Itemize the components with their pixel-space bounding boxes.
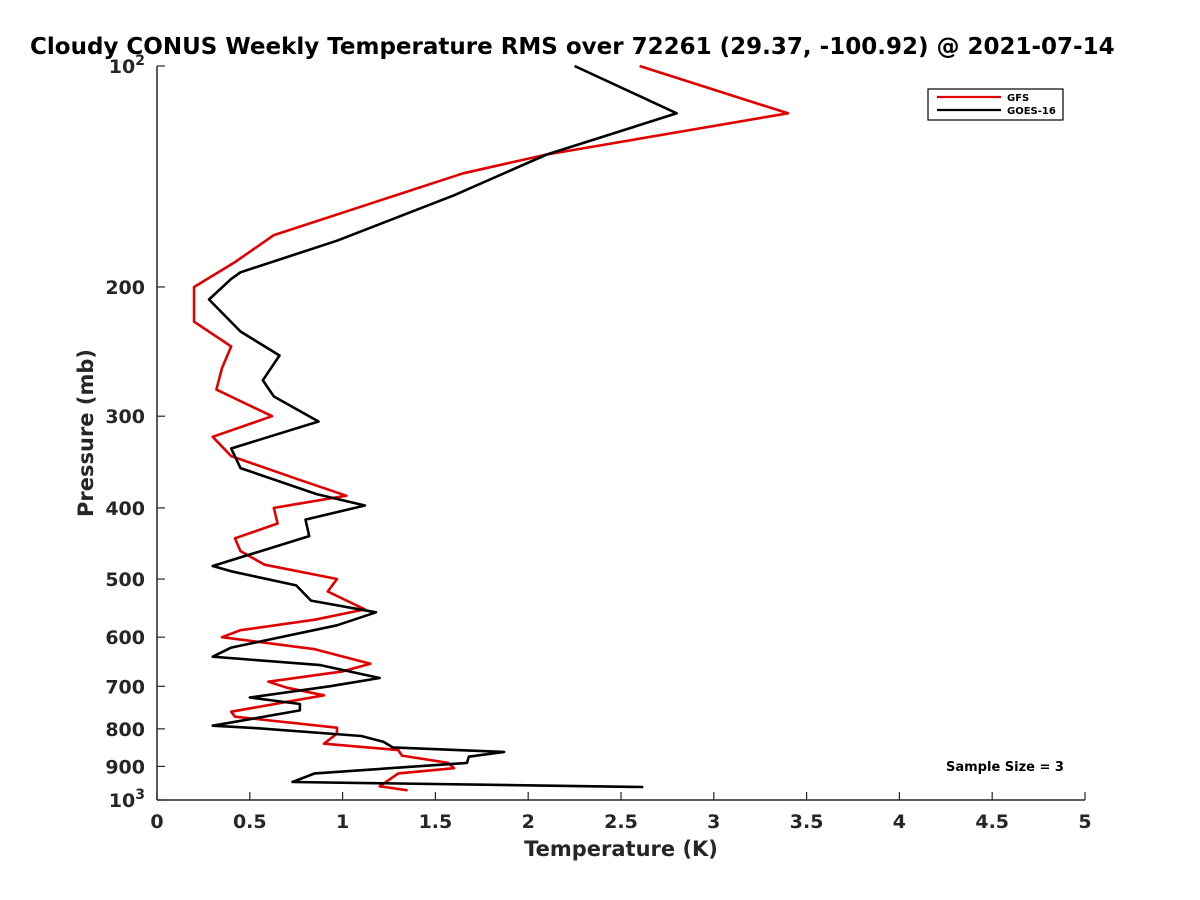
chart-title: Cloudy CONUS Weekly Temperature RMS over… bbox=[30, 34, 1115, 60]
series-line-goes16 bbox=[207, 64, 679, 789]
x-axis-label: Temperature (K) bbox=[524, 837, 718, 861]
series-line-gfs bbox=[192, 64, 790, 792]
y-tick-label: 500 bbox=[105, 569, 145, 591]
y-tick-label: 900 bbox=[105, 756, 145, 778]
y-axis-ticks: 102 200 300 400 500 600 700 800 900 103 bbox=[105, 53, 165, 812]
x-axis-ticks: 0 0.5 1 1.5 2 2.5 3 3.5 4 4.5 5 bbox=[150, 792, 1092, 833]
y-tick-label: 800 bbox=[105, 719, 145, 741]
y-tick-label: 200 bbox=[105, 277, 145, 299]
x-tick-label: 4.5 bbox=[975, 811, 1009, 833]
x-tick-label: 0 bbox=[150, 811, 163, 833]
x-tick-label: 4 bbox=[893, 811, 906, 833]
legend-box bbox=[927, 88, 1064, 121]
y-tick-label: 400 bbox=[105, 498, 145, 520]
x-tick-label: 1.5 bbox=[419, 811, 453, 833]
x-tick-label: 1 bbox=[336, 811, 349, 833]
sample-size-annotation: Sample Size = 3 bbox=[946, 760, 1064, 775]
x-tick-label: 3 bbox=[707, 811, 720, 833]
series-lines bbox=[192, 64, 790, 792]
y-tick-label: 103 bbox=[109, 787, 145, 812]
x-tick-label: 2 bbox=[522, 811, 535, 833]
y-tick-label: 600 bbox=[105, 627, 145, 649]
x-tick-label: 3.5 bbox=[790, 811, 824, 833]
legend-label-gfs: GFS bbox=[1007, 93, 1029, 104]
y-axis-label: Pressure (mb) bbox=[74, 349, 98, 517]
y-tick-label: 700 bbox=[105, 676, 145, 698]
legend: GFS GOES-16 bbox=[927, 88, 1064, 121]
x-tick-label: 5 bbox=[1078, 811, 1091, 833]
legend-label-goes16: GOES-16 bbox=[1007, 106, 1056, 117]
x-tick-label: 0.5 bbox=[233, 811, 267, 833]
y-tick-label: 300 bbox=[105, 406, 145, 428]
x-tick-label: 2.5 bbox=[604, 811, 638, 833]
y-tick-label: 102 bbox=[109, 53, 145, 78]
